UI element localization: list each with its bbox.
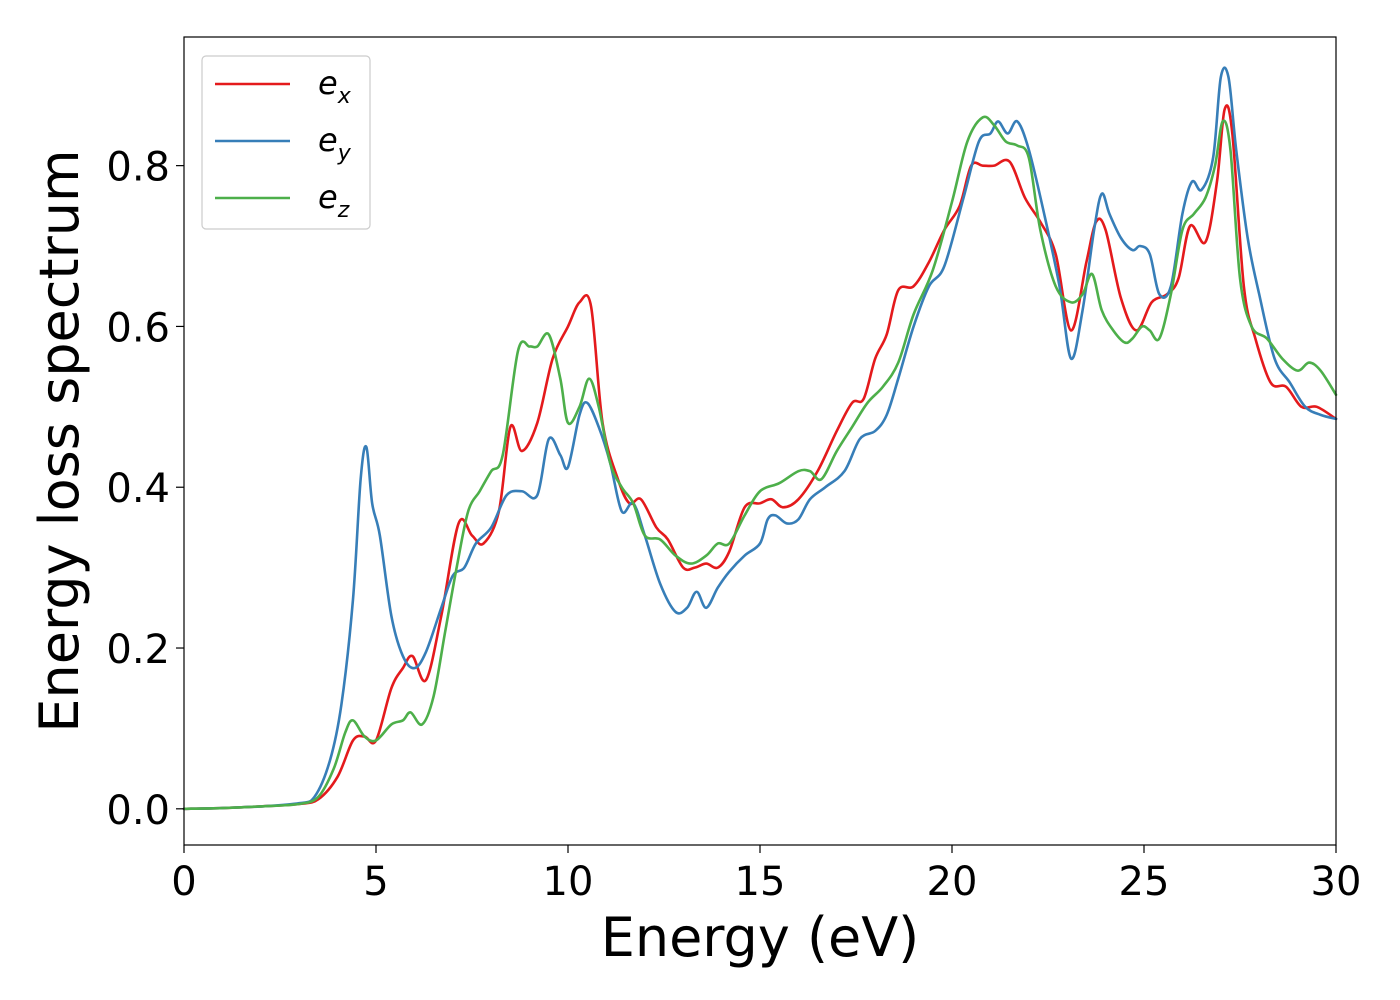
legend-label-y: ey	[318, 121, 352, 166]
x-axis-ticks: 0 5 10 15 20 25 30	[171, 845, 1361, 905]
x-axis-title: Energy (eV)	[601, 906, 920, 969]
y-tick-label: 0.8	[106, 145, 170, 191]
y-tick-label: 0.4	[106, 466, 170, 512]
y-tick-label: 0.6	[106, 305, 170, 351]
legend-label-x: ex	[318, 64, 352, 109]
x-tick-label: 20	[927, 859, 978, 905]
x-tick-label: 10	[543, 859, 594, 905]
x-tick-label: 30	[1311, 859, 1362, 905]
x-tick-label: 0	[171, 859, 196, 905]
x-tick-label: 15	[735, 859, 786, 905]
legend-label-subscript: x	[337, 84, 352, 109]
series-lines	[182, 66, 1338, 811]
y-axis-ticks: 0.0 0.2 0.4 0.6 0.8	[106, 145, 184, 834]
y-axis-title: Energy loss spectrum	[28, 149, 91, 732]
legend-label-subscript: y	[337, 141, 352, 166]
legend-label-z: ez	[318, 178, 350, 223]
series-line-z	[182, 115, 1338, 811]
series-line-y	[182, 66, 1338, 811]
legend-label-base: e	[318, 178, 338, 216]
y-tick-label: 0.2	[106, 627, 170, 673]
x-tick-label: 25	[1119, 859, 1170, 905]
legend-label-base: e	[318, 64, 338, 102]
x-tick-label: 5	[363, 859, 388, 905]
y-tick-label: 0.0	[106, 788, 170, 834]
plot-area	[184, 37, 1336, 845]
legend-label-subscript: z	[337, 198, 350, 223]
legend-frame	[201, 55, 371, 230]
legend-label-base: e	[318, 121, 338, 159]
